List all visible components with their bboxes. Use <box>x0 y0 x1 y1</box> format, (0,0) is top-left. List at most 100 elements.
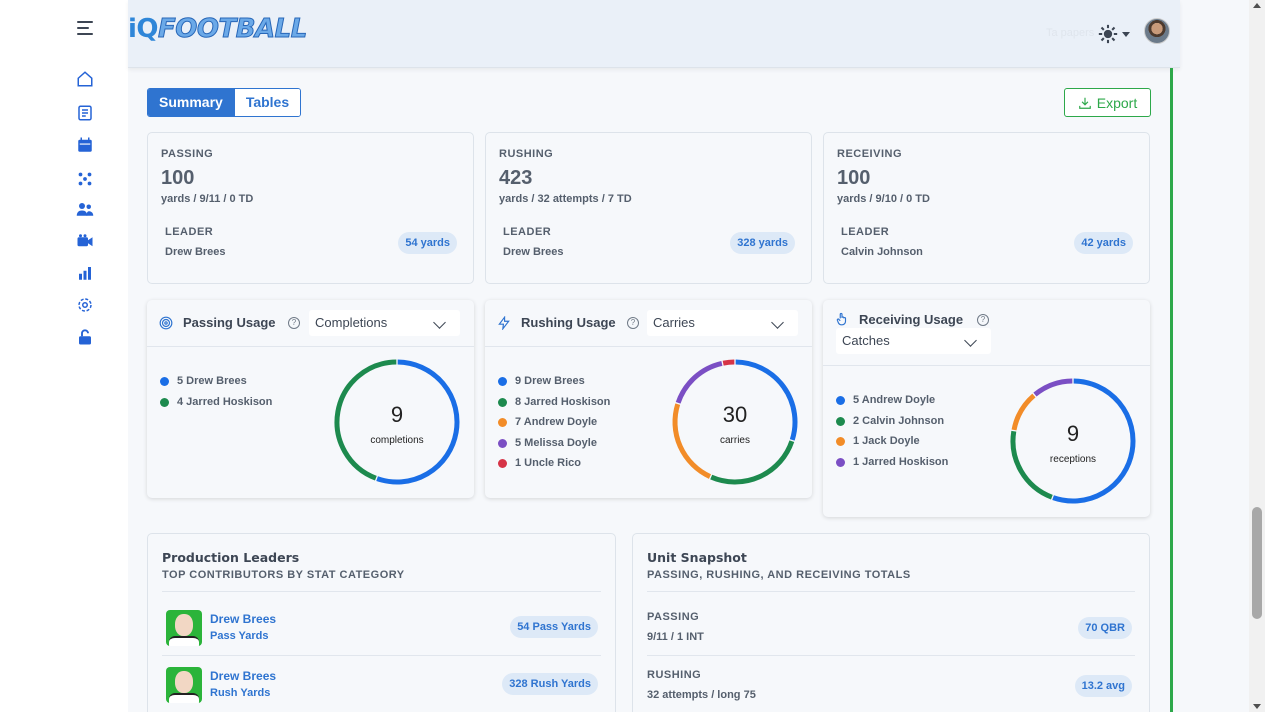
calendar-icon[interactable] <box>76 136 94 154</box>
rushing-usage-header <box>485 300 812 347</box>
leader-name: Drew Brees <box>503 246 564 258</box>
help-icon[interactable]: ? <box>977 314 989 326</box>
logo-word: FOOTBALL <box>158 14 308 45</box>
home-icon[interactable] <box>76 70 94 88</box>
donut-unit: carries <box>719 435 750 446</box>
legend-label: 7 Andrew Doyle <box>515 416 598 428</box>
receiving-label: RECEIVING <box>837 148 903 160</box>
user-avatar[interactable] <box>1144 18 1170 44</box>
legend-swatch <box>498 418 507 427</box>
legend-item: 7 Andrew Doyle <box>498 412 610 433</box>
gear-icon[interactable] <box>76 296 94 314</box>
leader-label: LEADER <box>503 226 552 238</box>
passing-value: 100 <box>161 167 195 189</box>
donut-segment <box>376 359 460 485</box>
production-subtitle: TOP CONTRIBUTORS BY STAT CATEGORY <box>162 569 405 581</box>
scrollbar-thumb[interactable] <box>1252 507 1262 619</box>
unlock-icon[interactable] <box>76 328 94 346</box>
chevron-down-icon <box>771 316 784 329</box>
help-icon[interactable]: ? <box>288 317 300 329</box>
rushing-label: RUSHING <box>499 148 554 160</box>
legend-item: 1 Jarred Hoskison <box>836 452 948 473</box>
leader-name: Drew Brees <box>165 246 226 258</box>
player-stat-badge: 54 Pass Yards <box>510 616 598 638</box>
donut-total: 9 <box>1066 421 1080 446</box>
passing-metric-select[interactable]: Completions <box>309 310 460 336</box>
legend-item: 5 Andrew Doyle <box>836 390 948 411</box>
legend-swatch <box>836 396 845 405</box>
leader-stat-badge: 328 yards <box>730 232 795 254</box>
legend-item: 9 Drew Brees <box>498 371 610 392</box>
chevron-down-icon <box>433 316 446 329</box>
legend-swatch <box>160 377 169 386</box>
passing-sub: yards / 9/11 / 0 TD <box>161 193 254 205</box>
passing-donut: 9 completions <box>332 357 462 487</box>
users-icon[interactable] <box>76 200 94 218</box>
export-button[interactable]: Export <box>1064 88 1151 117</box>
snapshot-row-label: RUSHING <box>647 669 702 681</box>
summary-tab[interactable]: Summary <box>148 89 234 116</box>
hand-pointer-icon <box>835 312 849 326</box>
donut-segment <box>1052 378 1136 504</box>
rushing-usage-card: Rushing Usage ? Carries 9 Drew Brees 8 Ja… <box>485 300 812 498</box>
receiving-sub: yards / 9/10 / 0 TD <box>837 193 930 205</box>
page-scrollbar[interactable] <box>1249 0 1265 712</box>
production-title: Production Leaders <box>162 550 300 565</box>
receiving-donut: 9 receptions <box>1008 376 1138 506</box>
donut-segment <box>672 403 712 479</box>
menu-icon[interactable] <box>77 21 93 35</box>
playbook-icon[interactable] <box>76 170 94 188</box>
legend-label: 1 Jack Doyle <box>853 435 920 447</box>
app-logo[interactable]: iQFOOTBALL <box>128 14 308 46</box>
donut-segment <box>1010 430 1053 500</box>
rushing-card: RUSHING 423 yards / 32 attempts / 7 TD L… <box>485 132 812 284</box>
rushing-metric-select[interactable]: Carries <box>647 310 798 336</box>
tables-tab[interactable]: Tables <box>233 89 301 116</box>
passing-usage-header <box>147 300 474 347</box>
chevron-down-icon <box>1122 31 1130 37</box>
legend-swatch <box>160 397 169 407</box>
view-toggle: Summary Tables <box>147 88 302 117</box>
help-icon[interactable]: ? <box>627 317 639 329</box>
receiving-legend: 5 Andrew Doyle 2 Calvin Johnson 1 Jack Doy… <box>836 390 948 472</box>
document-icon[interactable] <box>76 104 94 122</box>
snapshot-title: Unit Snapshot <box>647 550 747 565</box>
player-avatar <box>166 667 202 703</box>
donut-segment <box>1011 393 1036 431</box>
video-icon[interactable] <box>76 232 94 250</box>
chevron-down-icon <box>964 334 977 347</box>
donut-total: 30 <box>722 402 748 427</box>
scroll-up-arrow-icon[interactable] <box>1253 3 1261 8</box>
top-bar: iQFOOTBALL Ta papers <box>128 0 1180 68</box>
select-value: Catches <box>842 333 890 348</box>
receiving-value: 100 <box>837 167 871 189</box>
sun-icon <box>1098 24 1118 44</box>
donut-unit: receptions <box>1049 454 1097 465</box>
legend-label: 5 Drew Brees <box>177 375 247 387</box>
divider <box>162 591 601 592</box>
legend-swatch <box>836 437 845 446</box>
donut-unit: completions <box>370 435 424 446</box>
receiving-usage-header <box>823 300 1150 366</box>
player-name-link[interactable]: Drew Brees <box>210 612 277 626</box>
unit-snapshot-card: Unit Snapshot PASSING, RUSHING, AND RECE… <box>632 533 1150 712</box>
legend-swatch <box>498 459 507 468</box>
passing-card: PASSING 100 yards / 9/11 / 0 TD LEADER D… <box>147 132 474 284</box>
divider <box>647 655 1135 656</box>
donut-total: 9 <box>390 402 404 427</box>
lightning-icon <box>497 316 511 330</box>
snapshot-row-value: 9/11 / 1 INT <box>647 631 704 643</box>
export-label: Export <box>1096 94 1138 111</box>
player-name-link[interactable]: Drew Brees <box>210 669 277 683</box>
receiving-metric-select[interactable]: Catches <box>836 328 991 354</box>
legend-item: 1 Jack Doyle <box>836 431 948 452</box>
bar-chart-icon[interactable] <box>76 264 94 282</box>
target-icon <box>159 316 173 330</box>
select-value: Completions <box>315 315 388 330</box>
theme-toggle[interactable] <box>1098 23 1132 45</box>
scroll-down-arrow-icon[interactable] <box>1253 704 1261 709</box>
passing-usage-title: Passing Usage <box>183 315 276 330</box>
legend-item: 4 Jarred Hoskison <box>160 392 272 413</box>
donut-segment <box>334 359 397 481</box>
leader-label: LEADER <box>165 226 214 238</box>
